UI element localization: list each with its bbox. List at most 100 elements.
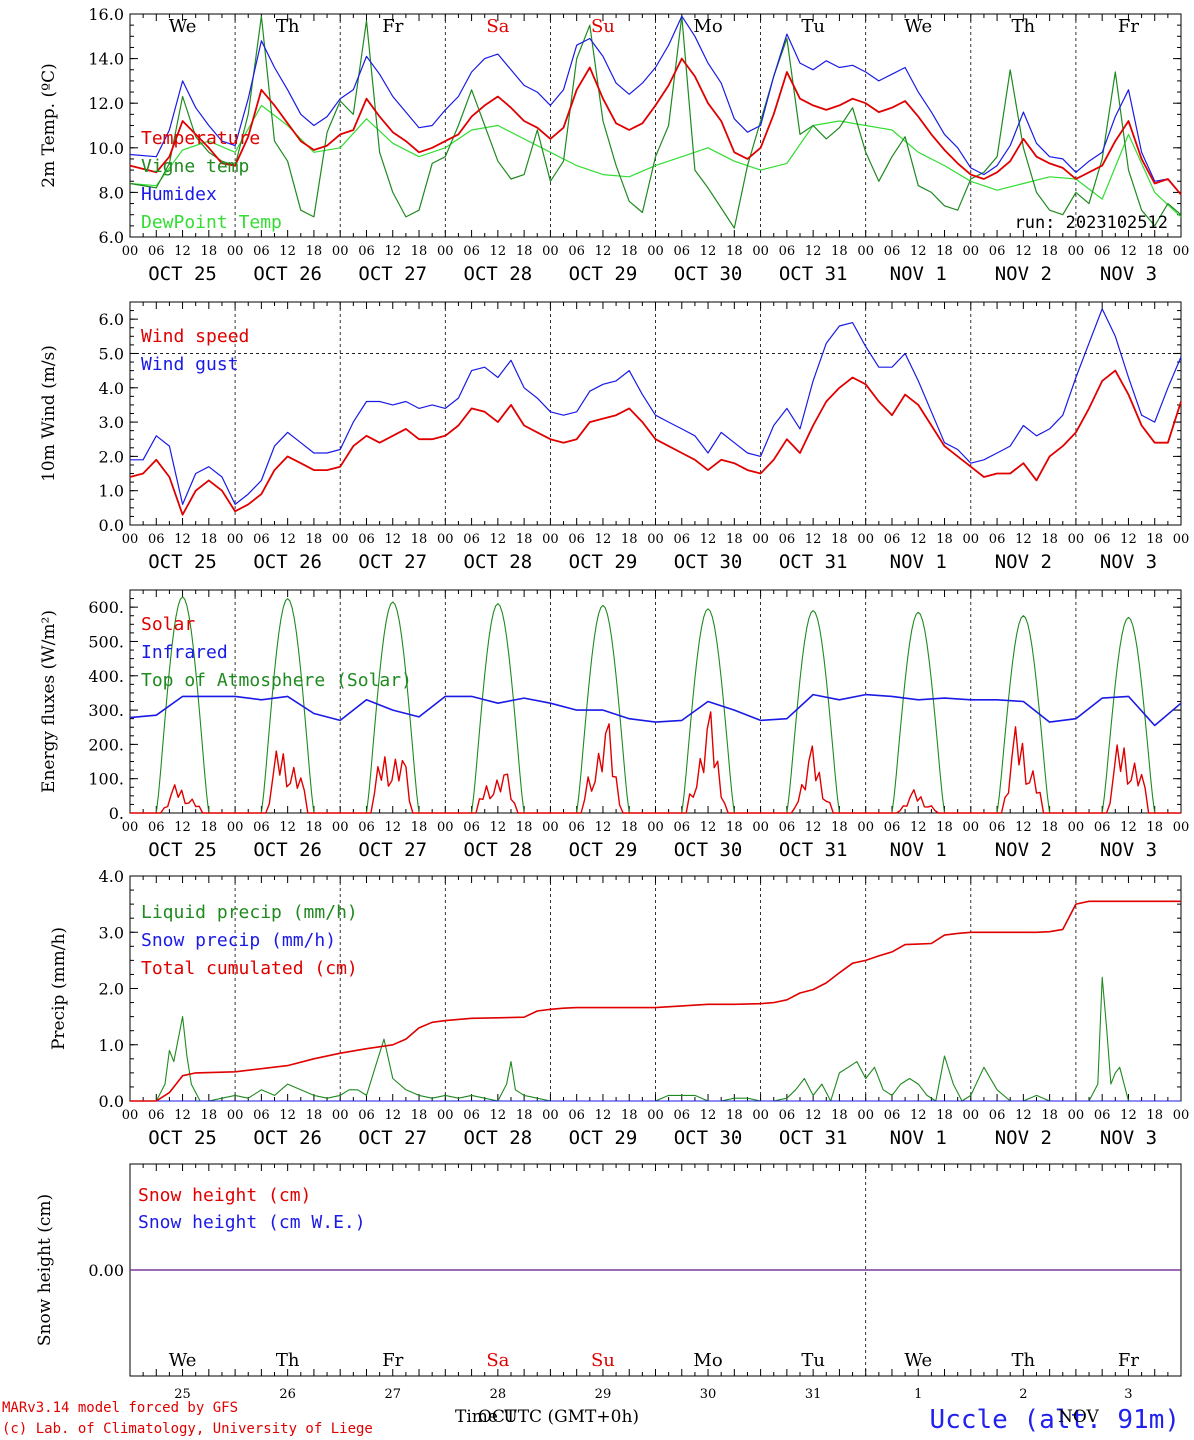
hour-tick-label: 00 <box>1068 244 1085 259</box>
panel-wind: 0.0 1.0 2.0 3.0 4.0 5.0 6.0 10m Wind (m/s) 00 06 1… <box>39 301 1190 573</box>
x-axis-title-overlay: OCT <box>478 1407 517 1427</box>
hour-tick-label: 06 <box>253 820 270 835</box>
hour-tick-label: 00 <box>647 820 664 835</box>
hour-tick-label: 00 <box>752 1108 769 1123</box>
toa-solar-line <box>865 611 971 814</box>
hour-tick-label: 00 <box>227 244 244 259</box>
series-line <box>129 15 1182 195</box>
solar-line <box>340 756 446 814</box>
date-label: OCT 30 <box>674 551 743 573</box>
hour-tick-label: 12 <box>700 1108 717 1123</box>
y-tick-label: 0.00 <box>88 1261 124 1280</box>
legend-entry: Total cumulated (cm) <box>141 958 358 979</box>
hour-tick-label: 00 <box>122 532 139 547</box>
hour-tick-label: 12 <box>279 244 296 259</box>
date-label: OCT 25 <box>148 263 217 285</box>
toa-solar-line <box>655 608 761 814</box>
hour-tick-label: 00 <box>1068 820 1085 835</box>
hour-tick-label: 18 <box>936 244 953 259</box>
solar-line <box>970 726 1076 814</box>
hour-tick-label: 00 <box>542 820 559 835</box>
hour-tick-label: 12 <box>1120 532 1137 547</box>
hour-tick-label: 12 <box>490 820 507 835</box>
hour-tick-label: 18 <box>1041 532 1058 547</box>
hour-tick-label: 12 <box>174 244 191 259</box>
series-line <box>130 900 1181 1102</box>
hour-tick-label: 18 <box>831 532 848 547</box>
hour-tick-label: 06 <box>148 532 165 547</box>
date-label: OCT 26 <box>253 551 322 573</box>
date-label: OCT 29 <box>569 1127 638 1149</box>
footer-credit: (c) Lab. of Climatology, University of L… <box>2 1421 373 1437</box>
hour-tick-label: 12 <box>805 820 822 835</box>
date-label: OCT 25 <box>148 551 217 573</box>
hour-tick-label: 00 <box>227 820 244 835</box>
hour-tick-label: 00 <box>857 244 874 259</box>
day-number: 1 <box>914 1387 922 1402</box>
hour-tick-label: 06 <box>674 244 691 259</box>
hour-tick-label: 18 <box>1041 820 1058 835</box>
date-label: OCT 29 <box>569 839 638 861</box>
hour-tick-label: 00 <box>1173 532 1190 547</box>
hour-tick-label: 18 <box>201 532 218 547</box>
day-name: We <box>904 1350 932 1371</box>
hour-tick-label: 00 <box>227 1108 244 1123</box>
date-label: NOV 1 <box>890 839 947 861</box>
date-label: NOV 1 <box>890 551 947 573</box>
hour-tick-label: 12 <box>279 820 296 835</box>
day-name: Fr <box>1118 16 1139 37</box>
hour-tick-label: 06 <box>358 244 375 259</box>
date-label: NOV 2 <box>995 551 1052 573</box>
hour-tick-label: 06 <box>884 244 901 259</box>
date-label: OCT 31 <box>779 263 848 285</box>
hour-tick-label: 06 <box>884 532 901 547</box>
date-label: NOV 2 <box>995 1127 1052 1149</box>
day-name: Su <box>591 16 615 37</box>
hour-tick-label: 00 <box>122 1108 139 1123</box>
hour-tick-label: 18 <box>306 532 323 547</box>
day-number: 3 <box>1124 1387 1132 1402</box>
hour-tick-label: 06 <box>779 1108 796 1123</box>
hour-tick-label: 18 <box>411 244 428 259</box>
date-label: OCT 26 <box>253 1127 322 1149</box>
hour-tick-label: 12 <box>1120 820 1137 835</box>
hour-tick-label: 12 <box>595 820 612 835</box>
hour-tick-label: 18 <box>1146 820 1163 835</box>
series-line <box>129 57 1182 196</box>
hour-tick-label: 12 <box>805 1108 822 1123</box>
hour-tick-label: 18 <box>516 1108 533 1123</box>
hour-tick-label: 06 <box>568 1108 585 1123</box>
toa-solar-line <box>760 610 866 814</box>
series-line <box>130 308 1182 505</box>
day-name: Th <box>1012 16 1036 37</box>
hour-tick-label: 12 <box>1015 1108 1032 1123</box>
footer-model: MARv3.14 model forced by GFS <box>2 1400 238 1416</box>
date-label: NOV 3 <box>1100 551 1157 573</box>
hour-tick-label: 06 <box>779 244 796 259</box>
hour-tick-label: 00 <box>1173 244 1190 259</box>
hour-tick-label: 00 <box>752 820 769 835</box>
hour-tick-label: 18 <box>1041 244 1058 259</box>
day-number: 27 <box>384 1387 401 1402</box>
hour-tick-label: 06 <box>674 532 691 547</box>
day-name: Fr <box>1118 1350 1139 1371</box>
hour-tick-label: 06 <box>779 532 796 547</box>
date-label: OCT 26 <box>253 263 322 285</box>
hour-tick-label: 06 <box>989 1108 1006 1123</box>
legend-entry: Wind speed <box>141 326 249 347</box>
date-label: OCT 28 <box>464 263 533 285</box>
hour-tick-label: 06 <box>463 820 480 835</box>
hour-tick-label: 12 <box>384 244 401 259</box>
day-number: 31 <box>805 1387 822 1402</box>
hour-tick-label: 06 <box>884 820 901 835</box>
date-label: OCT 25 <box>148 1127 217 1149</box>
hour-tick-label: 18 <box>411 1108 428 1123</box>
day-name: We <box>169 1350 197 1371</box>
hour-tick-label: 06 <box>253 532 270 547</box>
hour-tick-label: 00 <box>332 820 349 835</box>
hour-tick-label: 12 <box>1015 532 1032 547</box>
hour-tick-label: 00 <box>122 820 139 835</box>
hour-tick-label: 06 <box>1094 820 1111 835</box>
toa-solar-line <box>235 598 341 814</box>
